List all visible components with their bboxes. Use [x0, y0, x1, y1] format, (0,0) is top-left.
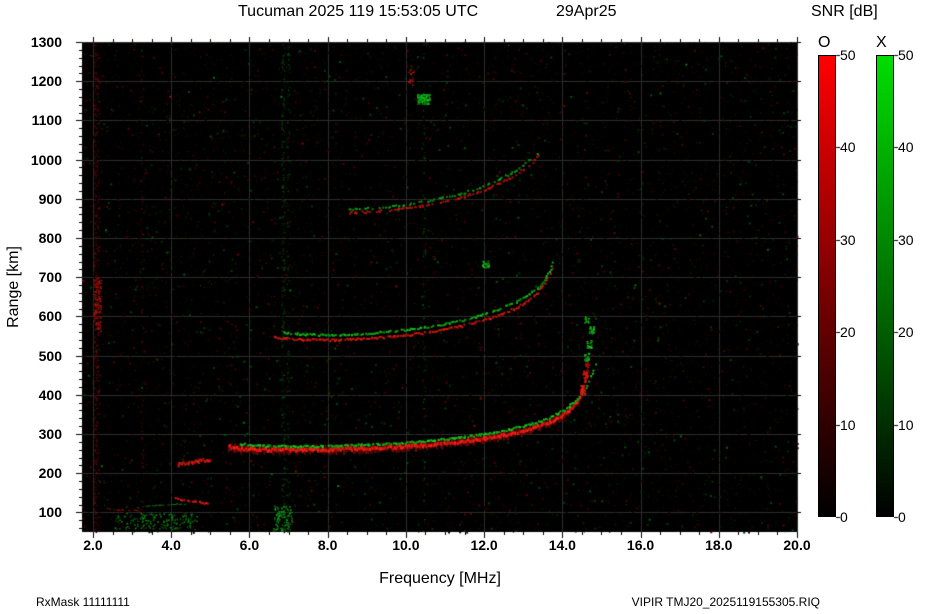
xtick-label: 8.0 [317, 537, 338, 553]
ytick-label: 500 [38, 347, 62, 364]
ytick-label: 1200 [30, 73, 62, 90]
cbtick-label: 0 [840, 509, 848, 525]
cbtick-label: 40 [898, 139, 914, 156]
xtick-label: 6.0 [239, 537, 260, 553]
cbtick-label: 20 [898, 324, 914, 341]
x-mode-label: X [876, 34, 887, 51]
ytick-label: 600 [38, 308, 62, 325]
cbtick-label: 50 [898, 47, 914, 63]
ytick-label: 1100 [31, 112, 62, 129]
ytick-label: 100 [38, 504, 62, 521]
ytick-label: 300 [38, 426, 62, 442]
ytick-label: 700 [38, 269, 62, 286]
o-mode-label: O [818, 34, 831, 51]
cbtick-label: 20 [840, 324, 856, 341]
cbtick-label: 50 [840, 47, 856, 63]
footer-filename: VIPIR TMJ20_2025119155305.RIQ [631, 595, 820, 609]
ytick-label: 400 [38, 386, 62, 403]
cbtick-label: 10 [898, 416, 914, 433]
xtick-label: 16.0 [626, 537, 655, 553]
x-mode-colorbar [876, 55, 894, 517]
cbtick-label: 30 [898, 231, 914, 248]
cbtick-label: 10 [840, 416, 856, 433]
x-axis-title: Frequency [MHz] [379, 570, 501, 587]
xtick-label: 2.0 [83, 537, 103, 553]
ytick-label: 1000 [30, 151, 62, 168]
plot-title: Tucuman 2025 119 15:53:05 UTC [238, 3, 479, 20]
y-axis-title: Range [km] [5, 246, 22, 328]
colorbar-title: SNR [dB] [811, 3, 878, 20]
xtick-label: 4.0 [161, 537, 181, 553]
xtick-label: 12.0 [470, 537, 498, 553]
ytick-label: 200 [38, 465, 62, 482]
xtick-label: 10.0 [392, 537, 420, 553]
o-mode-colorbar [818, 55, 836, 517]
cbtick-label: 30 [840, 231, 856, 248]
xtick-label: 20.0 [783, 537, 811, 553]
cbtick-label: 0 [898, 509, 906, 525]
cbtick-label: 40 [840, 139, 856, 156]
footer-rxmask: RxMask 11111111 [36, 595, 130, 609]
plot-date: 29Apr25 [556, 3, 617, 20]
ytick-label: 1300 [30, 34, 62, 50]
xtick-label: 14.0 [548, 537, 576, 553]
xtick-label: 18.0 [705, 537, 733, 553]
ytick-label: 900 [38, 190, 62, 207]
ytick-label: 800 [38, 230, 62, 246]
